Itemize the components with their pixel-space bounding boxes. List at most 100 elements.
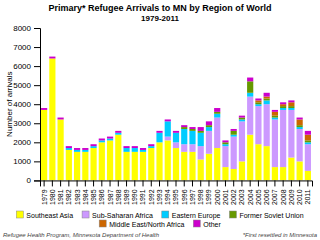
bar-series: [181, 81, 311, 144]
bar: [156, 133, 162, 143]
bar-series: [66, 93, 311, 152]
bar: [189, 127, 195, 129]
bar: [99, 140, 105, 142]
bar: [214, 114, 220, 118]
legend-swatch: [16, 211, 23, 218]
bar: [297, 129, 303, 161]
x-tick: 1993: [156, 180, 163, 205]
bar: [99, 142, 105, 180]
tick-mark: [299, 180, 300, 186]
chart: Primary* Refugee Arrivals to MN by Regio…: [0, 0, 320, 240]
bar: [206, 131, 212, 154]
bar: [156, 131, 162, 133]
x-tick: 1996: [181, 180, 188, 205]
tick-label: 1990: [131, 189, 138, 205]
bar: [189, 144, 195, 152]
tick-mark: [34, 142, 40, 143]
legend-swatch: [82, 211, 89, 218]
bar: [272, 116, 278, 118]
bar: [132, 152, 138, 181]
bar: [181, 144, 187, 152]
legend-swatch: [229, 211, 236, 218]
tick-label: 1000: [13, 157, 31, 166]
tick-label: 0: [27, 176, 32, 185]
bar: [247, 78, 253, 82]
tick-label: 1982: [65, 189, 72, 205]
tick-label: 2009: [288, 189, 295, 205]
tick-label: 1979: [41, 189, 48, 205]
bar: [173, 131, 179, 133]
bar: [231, 169, 237, 180]
x-axis: 1979198019811982198319841985198619871988…: [41, 180, 313, 205]
tick-mark: [118, 180, 119, 186]
bar: [58, 118, 64, 120]
x-tick: 1981: [57, 180, 64, 205]
x-tick: 1992: [148, 180, 155, 205]
tick-mark: [184, 180, 185, 186]
legend-label: Middle East/North Africa: [109, 221, 184, 228]
bars: [41, 57, 311, 181]
bar: [198, 146, 204, 159]
x-tick: 1987: [107, 180, 114, 205]
tick-label: 1998: [197, 189, 204, 205]
tick-mark: [274, 180, 275, 186]
plot: 0100020003000400050006000700080001979198…: [13, 24, 312, 205]
tick-label: 4000: [13, 100, 31, 109]
tick-mark: [241, 180, 242, 186]
bar: [305, 131, 311, 135]
bar: [255, 144, 261, 180]
bar: [82, 150, 88, 152]
tick-label: 1981: [57, 189, 64, 205]
tick-mark: [291, 180, 292, 186]
bar: [74, 152, 80, 181]
bar: [181, 129, 187, 144]
bar: [264, 97, 270, 99]
bar: [288, 158, 294, 181]
bar: [305, 135, 311, 141]
tick-label: 5000: [13, 81, 31, 90]
tick-mark: [217, 180, 218, 186]
tick-label: 2006: [263, 189, 270, 205]
bar: [189, 129, 195, 131]
bar: [247, 97, 253, 135]
tick-mark: [101, 180, 102, 186]
tick-label: 1980: [49, 189, 56, 205]
bar: [82, 152, 88, 181]
bar: [272, 119, 278, 167]
bar: [189, 131, 195, 144]
y-tick: 7000: [13, 43, 40, 52]
bar: [206, 121, 212, 125]
tick-label: 2011: [304, 189, 311, 204]
tick-label: 2008: [280, 189, 287, 205]
tick-mark: [34, 104, 40, 105]
bar: [264, 98, 270, 100]
bar: [156, 142, 162, 180]
tick-mark: [258, 180, 259, 186]
tick-mark: [250, 180, 251, 186]
x-tick: 1982: [65, 180, 72, 205]
bar: [272, 118, 278, 120]
bar: [247, 135, 253, 181]
bar: [288, 110, 294, 158]
bar: [297, 161, 303, 180]
bar: [90, 148, 96, 180]
bar: [280, 104, 286, 106]
bar: [297, 125, 303, 127]
bar: [41, 108, 47, 110]
bar: [239, 116, 245, 118]
x-tick: 1997: [189, 180, 196, 205]
tick-mark: [93, 180, 94, 186]
bar: [165, 140, 171, 180]
tick-label: 1983: [74, 189, 81, 205]
y-axis: 010002000300040005000600070008000: [13, 24, 40, 185]
y-tick: 8000: [13, 24, 40, 33]
bar: [214, 148, 220, 180]
tick-mark: [34, 28, 40, 29]
bar: [165, 119, 171, 121]
legend-item: Former Soviet Union: [229, 211, 303, 219]
x-tick: 1995: [172, 180, 179, 205]
tick-mark: [34, 180, 40, 181]
tick-mark: [34, 66, 40, 67]
legend-swatch: [99, 220, 106, 227]
y-tick: 5000: [13, 81, 40, 90]
